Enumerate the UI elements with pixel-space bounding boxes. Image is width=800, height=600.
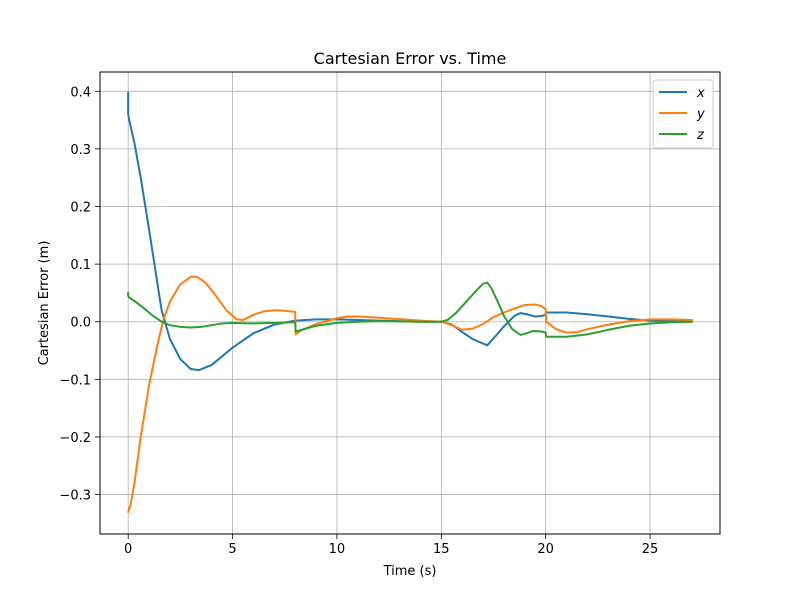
series-line-z: [127, 281, 693, 338]
axes-background: [100, 72, 720, 534]
y-tick-label: −0.3: [59, 489, 91, 504]
x-tick-label: 20: [537, 542, 554, 557]
x-tick-label: 5: [228, 542, 236, 557]
y-tick-label: 0.0: [70, 316, 91, 331]
x-tick-label: 10: [329, 542, 346, 557]
chart-title: Cartesian Error vs. Time: [314, 49, 507, 68]
x-tick-label: 15: [433, 542, 450, 557]
y-tick-label: 0.4: [70, 85, 91, 100]
y-axis-label: Cartesian Error (m): [37, 241, 52, 366]
y-tick-label: −0.1: [59, 373, 91, 388]
legend: xyz: [652, 79, 714, 149]
plot-area: 0 5 10 15 20 25 −0.3 −0.2 −0.1 0.0 0.1 0.2 0.3 0.4: [59, 71, 721, 557]
x-axis-label: Time (s): [383, 564, 437, 579]
y-tick-label: −0.2: [59, 431, 91, 446]
legend-label-x: x: [696, 86, 705, 101]
series-group: [126, 92, 693, 514]
y-axis-ticks: −0.3 −0.2 −0.1 0.0 0.1 0.2 0.3 0.4: [59, 85, 100, 504]
y-tick-label: 0.2: [70, 201, 91, 216]
x-tick-label: 0: [124, 542, 132, 557]
legend-label-z: z: [696, 128, 705, 143]
y-tick-label: 0.3: [70, 143, 91, 158]
legend-label-y: y: [696, 107, 705, 122]
y-tick-label: 0.1: [70, 258, 91, 273]
x-axis-ticks: 0 5 10 15 20 25: [124, 534, 658, 557]
axes-frame: [99, 71, 721, 535]
x-tick-label: 25: [642, 542, 659, 557]
series-line-y: [126, 275, 693, 514]
